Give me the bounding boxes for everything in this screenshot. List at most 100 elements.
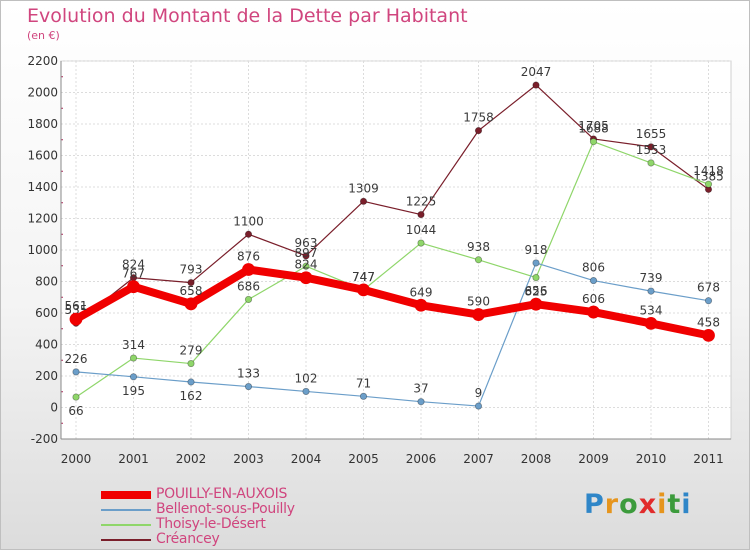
data-label: 1100 — [233, 214, 264, 228]
x-tick-label: 2006 — [406, 452, 437, 466]
data-point — [647, 287, 655, 295]
data-label: 195 — [122, 384, 145, 398]
data-point — [417, 210, 425, 219]
data-point — [644, 316, 658, 330]
data-label: 102 — [295, 371, 318, 385]
data-label: 458 — [697, 315, 720, 329]
legend-label: POUILLY-EN-AUXOIS — [156, 486, 288, 502]
data-label: 963 — [295, 236, 318, 250]
data-label: 918 — [525, 243, 548, 257]
data-label: 2047 — [521, 65, 552, 79]
series-line — [72, 265, 713, 340]
data-point — [242, 263, 255, 276]
data-label: 1688 — [578, 122, 609, 136]
data-label: 534 — [640, 303, 663, 317]
chart-title: Evolution du Montant de la Dette par Hab… — [27, 5, 468, 27]
y-tick-label: 2200 — [27, 54, 58, 68]
legend-swatch — [101, 491, 151, 499]
y-tick-label: 1200 — [27, 212, 58, 226]
logo-letter: t — [667, 489, 682, 520]
data-point — [187, 279, 195, 287]
legend-label: Thoisy-le-Désert — [156, 516, 266, 532]
data-point — [302, 387, 310, 396]
data-label: 1418 — [693, 164, 724, 178]
data-label: 824 — [122, 258, 145, 272]
data-point — [589, 276, 598, 285]
y-tick-label: -200 — [31, 432, 58, 446]
chart-subtitle: (en €) — [27, 29, 60, 42]
data-point — [704, 180, 713, 188]
data-label: 806 — [582, 261, 605, 275]
data-point — [359, 197, 368, 205]
x-tick-label: 2002 — [176, 452, 207, 466]
data-label: 1044 — [406, 223, 437, 237]
data-label: 658 — [180, 284, 203, 298]
y-tick-label: 1600 — [27, 149, 58, 163]
data-label: 590 — [467, 295, 490, 309]
data-label: 1705 — [578, 119, 609, 133]
data-point — [647, 159, 655, 167]
y-tick-label: 0 — [50, 401, 58, 415]
data-point — [587, 305, 600, 319]
data-point — [474, 402, 483, 410]
data-label: 133 — [237, 367, 260, 381]
data-label: 1655 — [636, 127, 667, 141]
x-tick-label: 2009 — [578, 452, 609, 466]
data-point — [187, 359, 195, 368]
series-line — [75, 141, 710, 398]
data-label: 71 — [356, 376, 371, 390]
legend-label: Bellenot-sous-Pouilly — [156, 501, 295, 517]
data-label: 561 — [65, 299, 88, 313]
data-point — [184, 297, 198, 311]
data-point — [244, 295, 253, 304]
data-point — [702, 328, 715, 342]
data-label: 606 — [582, 292, 605, 306]
logo-letter: i — [657, 489, 668, 520]
data-point — [529, 297, 543, 311]
legend-swatch — [101, 509, 151, 511]
x-tick-label: 2003 — [233, 452, 264, 466]
plot-area — [60, 60, 732, 440]
data-point — [532, 259, 540, 267]
y-tick-label: 200 — [35, 369, 58, 383]
y-tick-label: 1000 — [27, 243, 58, 257]
y-tick-label: 400 — [35, 338, 58, 352]
data-label: 649 — [410, 285, 433, 299]
logo-letter: o — [619, 489, 639, 520]
data-point — [69, 312, 83, 326]
data-point — [129, 373, 138, 381]
data-point — [417, 398, 425, 406]
data-point — [474, 127, 483, 135]
x-tick-label: 2005 — [348, 452, 379, 466]
data-point — [187, 378, 195, 386]
x-tick-label: 2007 — [463, 452, 494, 466]
y-tick-label: 1800 — [27, 117, 58, 131]
logo-letter: P — [584, 489, 605, 520]
y-tick-label: 800 — [35, 275, 58, 289]
data-point — [472, 308, 485, 321]
y-tick-label: 2000 — [27, 86, 58, 100]
data-label: 1758 — [463, 111, 494, 125]
data-point — [299, 271, 313, 285]
data-label: 767 — [122, 267, 145, 281]
data-label: 825 — [525, 285, 548, 299]
data-point — [647, 143, 655, 151]
data-point — [72, 393, 80, 401]
data-label: 314 — [122, 338, 145, 352]
data-label: 739 — [640, 271, 663, 285]
data-point — [359, 392, 368, 400]
data-label: 66 — [68, 404, 83, 418]
legend-swatch — [101, 539, 151, 541]
data-label: 1225 — [406, 195, 437, 209]
legend-label: Créancey — [156, 531, 220, 547]
data-label: 897 — [295, 246, 318, 260]
data-label: 226 — [65, 352, 88, 366]
data-point — [302, 252, 310, 260]
data-label: 9 — [475, 386, 483, 400]
data-point — [129, 354, 138, 362]
data-label: 876 — [237, 250, 260, 264]
x-tick-label: 2010 — [636, 452, 667, 466]
series-line — [75, 262, 710, 407]
data-point — [589, 138, 598, 146]
